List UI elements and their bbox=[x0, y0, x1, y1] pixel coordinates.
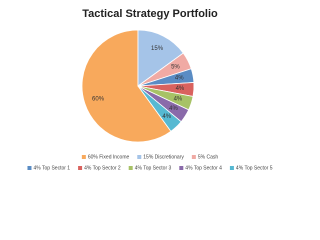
legend-label: 4% Top Sector 1 bbox=[33, 165, 70, 171]
legend-row: 60% Fixed Income 15% Discretionary 5% Cash bbox=[81, 154, 219, 160]
legend-swatch bbox=[81, 155, 86, 159]
legend-label: 60% Fixed Income bbox=[88, 154, 130, 160]
pie-slice bbox=[81, 29, 172, 143]
pie-slice bbox=[137, 29, 184, 87]
data-label: 15% bbox=[151, 46, 164, 52]
chart: Tactical Strategy Portfolio 60% 15% 5% 4% 4%… bbox=[27, 8, 273, 171]
data-label: 4% bbox=[162, 114, 171, 120]
data-label: 4% bbox=[176, 86, 185, 92]
pie-slice bbox=[137, 85, 182, 132]
chart-title: Tactical Strategy Portfolio bbox=[82, 8, 218, 20]
legend-label: 5% Cash bbox=[198, 154, 219, 160]
legend-label: 4% Top Sector 3 bbox=[135, 165, 172, 171]
legend-label: 4% Top Sector 4 bbox=[185, 165, 222, 171]
data-label: 4% bbox=[169, 106, 178, 112]
legend-label: 4% Top Sector 2 bbox=[84, 165, 121, 171]
data-label: 60% bbox=[92, 97, 105, 103]
legend-row: 4% Top Sector 1 4% Top Sector 2 4% Top Sec… bbox=[27, 165, 273, 171]
legend-label: 15% Discretionary bbox=[143, 154, 184, 160]
legend-swatch bbox=[128, 166, 133, 170]
legend-swatch bbox=[229, 166, 234, 170]
data-label: 4% bbox=[174, 97, 183, 103]
legend-swatch bbox=[78, 166, 83, 170]
legend-swatch bbox=[27, 166, 32, 170]
data-label: 5% bbox=[171, 65, 180, 71]
legend-swatch bbox=[179, 166, 184, 170]
data-label: 4% bbox=[175, 76, 184, 82]
legend-label: 4% Top Sector 5 bbox=[236, 165, 273, 171]
legend-swatch bbox=[137, 155, 142, 159]
legend-swatch bbox=[191, 155, 196, 159]
